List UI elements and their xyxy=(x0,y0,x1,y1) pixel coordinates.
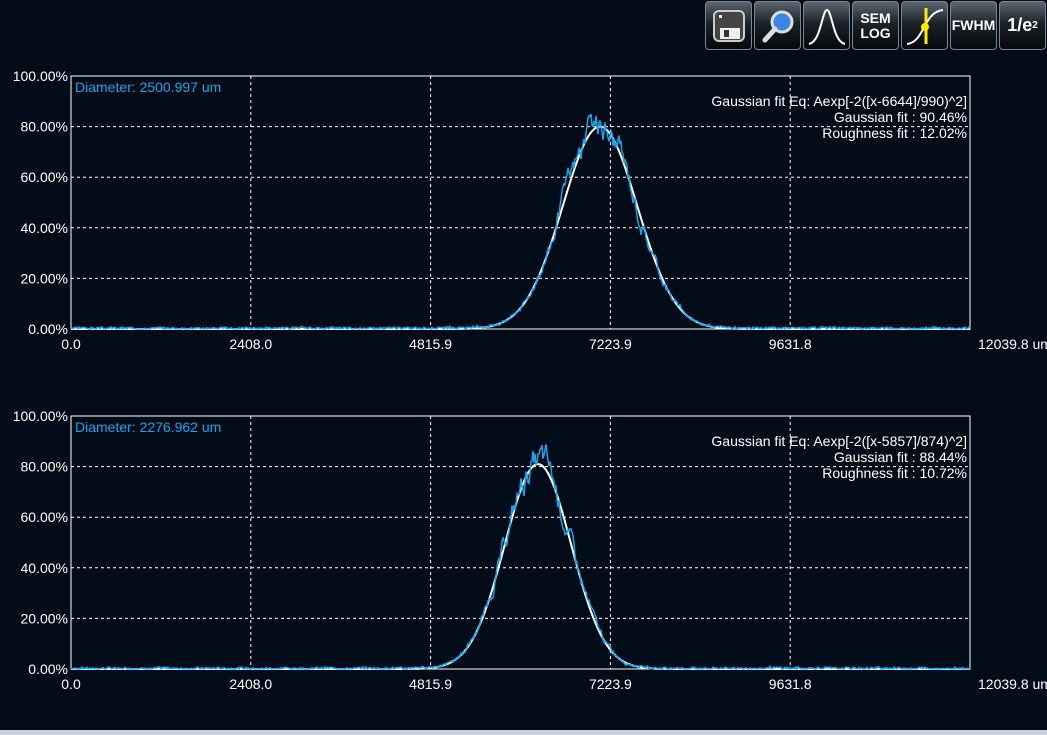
y-tick-label: 20.00% xyxy=(21,610,68,626)
beam-profile-curve xyxy=(70,113,971,331)
inv-e2-button[interactable]: 1/e 2 xyxy=(999,1,1046,50)
magnifier-icon xyxy=(762,10,793,42)
fit-rfit-label: Roughness fit : 12.02% xyxy=(822,125,967,141)
x-tick-label: 9631.8 xyxy=(769,676,812,692)
x-tick-label: 4815.9 xyxy=(409,336,452,352)
x-tick-label: 7223.9 xyxy=(589,676,632,692)
profile-plot-y: 100.00% 80.00% 60.00% 40.00% 20.00% 0.00%0.0 2… xyxy=(13,408,1047,692)
gaussian-button[interactable] xyxy=(803,1,850,50)
fwhm-button[interactable]: FWHM xyxy=(950,1,997,50)
fit-eq-label: Gaussian fit Eq: Aexp[-2([x-5857]/874)^2… xyxy=(711,433,967,449)
fwhm-label: FWHM xyxy=(951,17,996,33)
diameter-label: Diameter: 2276.962 um xyxy=(75,419,221,435)
x-tick-label: 4815.9 xyxy=(409,676,452,692)
resize-handle[interactable] xyxy=(0,730,1047,735)
toolbar: SEM LOG FWHM 1/e 2 xyxy=(704,0,1047,51)
y-tick-label: 100.00% xyxy=(13,68,68,84)
log-label: LOG xyxy=(860,24,891,41)
floppy-disk-icon xyxy=(712,9,745,42)
y-tick-label: 20.00% xyxy=(21,270,68,286)
y-tick-label: 100.00% xyxy=(13,408,68,424)
semilog-button[interactable]: SEM LOG xyxy=(852,1,899,50)
y-tick-label: 0.00% xyxy=(28,661,68,677)
plot-frame xyxy=(70,75,971,330)
zoom-button[interactable] xyxy=(754,1,801,50)
x-tick-label: 0.0 xyxy=(61,676,81,692)
gaussian-fit-curve xyxy=(71,463,970,670)
x-tick-label: 0.0 xyxy=(61,336,81,352)
y-tick-label: 40.00% xyxy=(21,560,68,576)
fit-rfit-label: Roughness fit : 10.72% xyxy=(822,465,967,481)
y-tick-label: 0.00% xyxy=(28,321,68,337)
fit-eq-label: Gaussian fit Eq: Aexp[-2([x-6644]/990)^2… xyxy=(711,93,967,109)
x-tick-label: 12039.8 um xyxy=(978,336,1047,352)
inv-e2-label: 1/e xyxy=(1007,15,1033,35)
x-tick-label: 9631.8 xyxy=(769,336,812,352)
sem-label: SEM xyxy=(860,9,891,26)
inv-e2-sup: 2 xyxy=(1032,20,1038,31)
profile-plot-x: 100.00% 80.00% 60.00% 40.00% 20.00% 0.00%0.0 2… xyxy=(13,68,1047,352)
y-tick-label: 40.00% xyxy=(21,220,68,236)
x-tick-label: 12039.8 um xyxy=(978,676,1047,692)
y-tick-label: 60.00% xyxy=(21,169,68,185)
gaussian-curve-icon xyxy=(808,8,845,45)
fit-gfit-label: Gaussian fit : 88.44% xyxy=(834,449,967,465)
y-tick-label: 80.00% xyxy=(21,119,68,135)
x-tick-label: 2408.0 xyxy=(229,676,272,692)
plot-frame xyxy=(70,415,971,670)
x-tick-label: 2408.0 xyxy=(229,336,272,352)
edge-slope-icon xyxy=(906,7,943,45)
diameter-label: Diameter: 2500.997 um xyxy=(75,79,221,95)
beam-profile-curve xyxy=(70,444,971,671)
y-tick-label: 80.00% xyxy=(21,459,68,475)
y-tick-label: 60.00% xyxy=(21,509,68,525)
edge-button[interactable] xyxy=(901,1,948,50)
x-tick-label: 7223.9 xyxy=(589,336,632,352)
fit-gfit-label: Gaussian fit : 90.46% xyxy=(834,109,967,125)
save-button[interactable] xyxy=(705,1,752,50)
